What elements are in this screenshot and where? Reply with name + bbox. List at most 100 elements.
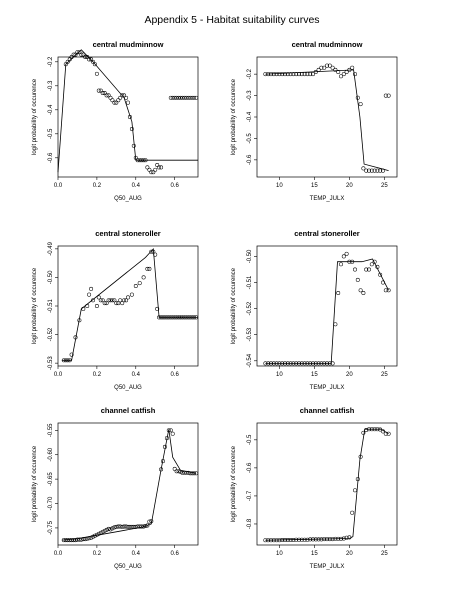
data-point <box>159 165 164 170</box>
data-point <box>91 298 95 303</box>
data-point <box>330 65 335 70</box>
data-point <box>170 95 175 100</box>
data-point <box>283 72 287 77</box>
data-point <box>124 298 129 303</box>
data-point <box>358 288 363 293</box>
data-point <box>149 170 154 175</box>
data-point <box>118 95 123 100</box>
data-point <box>353 267 357 272</box>
data-point <box>339 262 343 267</box>
plot-frame <box>256 422 398 546</box>
data-point <box>372 168 377 173</box>
data-point <box>129 127 134 131</box>
fitted-curve <box>57 49 198 173</box>
data-point <box>83 55 88 59</box>
data-point <box>184 95 189 100</box>
data-point <box>277 72 282 77</box>
page-title: Appendix 5 - Habitat suitability curves <box>144 14 320 26</box>
y-tick-label: -0.3 <box>247 90 253 101</box>
data-point <box>126 100 130 105</box>
data-point <box>192 95 197 100</box>
y-tick-label: -0.75 <box>48 520 54 534</box>
x-tick-label: 0.4 <box>132 183 141 189</box>
data-point <box>124 524 129 529</box>
x-tick-label: 0.2 <box>93 551 102 557</box>
data-point <box>98 298 103 303</box>
fitted-curve <box>265 428 389 541</box>
data-point <box>350 65 355 70</box>
y-axis-label: logit probability of occurence <box>32 267 38 344</box>
data-point <box>94 71 99 76</box>
data-point <box>100 298 105 303</box>
data-point <box>145 266 150 271</box>
y-tick-label: -0.53 <box>247 327 253 341</box>
y-axis-label: logit probability of occurence <box>231 78 237 155</box>
data-point <box>116 524 121 529</box>
data-point <box>172 466 177 471</box>
y-tick-label: -0.5 <box>247 434 253 445</box>
plot-title: channel catfish <box>300 406 355 415</box>
data-point <box>322 65 327 70</box>
data-point <box>112 525 117 530</box>
fitted-curve <box>265 69 389 171</box>
data-point <box>151 170 156 175</box>
data-point <box>308 72 313 77</box>
data-point <box>129 292 134 297</box>
data-point <box>116 301 121 306</box>
y-tick-label: -0.55 <box>48 423 54 437</box>
data-point <box>106 298 111 303</box>
plot-panel-3: central stoneroller 0.0 0.2 0.4 0.6 -0.53 -0.5… <box>32 229 199 391</box>
data-point <box>180 470 185 475</box>
data-point <box>112 298 117 303</box>
y-tick-label: -0.2 <box>247 68 253 79</box>
data-point <box>79 52 84 57</box>
x-tick-label: 0.0 <box>54 551 63 557</box>
data-point <box>102 91 107 95</box>
x-tick-label: 15 <box>311 551 318 557</box>
fitted-curve <box>61 247 198 361</box>
x-tick-label: 0.4 <box>132 372 141 378</box>
x-tick-label: 15 <box>311 183 318 189</box>
data-point <box>65 59 70 64</box>
data-point <box>361 291 366 295</box>
data-point <box>145 523 150 528</box>
data-point <box>104 93 109 98</box>
data-point <box>77 537 82 542</box>
plot-panel-1: central mudminnow 0.0 0.2 0.4 0.6 -0.6 -0.5 -0.… <box>32 40 199 202</box>
data-point <box>375 168 380 173</box>
y-tick-label: -0.60 <box>48 447 54 461</box>
x-tick-label: 0.0 <box>54 372 63 378</box>
x-tick-label: 20 <box>346 551 353 557</box>
data-point <box>100 91 105 95</box>
data-point <box>194 95 199 100</box>
y-tick-label: -0.6 <box>247 462 253 473</box>
data-point <box>153 167 158 172</box>
y-tick-label: -0.54 <box>247 353 253 367</box>
data-point <box>358 102 363 107</box>
y-tick-label: -0.51 <box>247 275 253 289</box>
data-point <box>339 74 343 79</box>
x-axis-label: TEMP_JULX <box>310 196 345 202</box>
data-point <box>285 72 290 77</box>
y-tick-label: -0.52 <box>48 327 54 341</box>
data-point <box>157 165 162 170</box>
y-tick-label: -0.7 <box>247 490 253 501</box>
data-point <box>96 88 101 93</box>
data-point <box>386 431 391 436</box>
y-tick-label: -0.6 <box>247 154 253 165</box>
y-tick-label: -0.5 <box>48 128 54 139</box>
plot-panel-5: channel catfish 0.0 0.2 0.4 0.6 -0.75 -0.70 -0.… <box>32 406 199 570</box>
data-point <box>106 93 111 98</box>
data-point <box>178 95 183 100</box>
data-point <box>73 52 78 57</box>
data-point <box>378 168 383 173</box>
data-point <box>341 254 346 259</box>
plot-panel-6: channel catfish 10 15 20 25 -0.8 -0.7 -0.6 -0.5 T… <box>231 406 398 570</box>
data-point <box>71 538 76 543</box>
y-tick-label: -0.2 <box>48 56 54 67</box>
data-point <box>126 524 130 529</box>
x-axis-label: Q50_AUG <box>114 196 142 202</box>
plot-panel-2: central mudminnow 10 15 20 25 -0.6 -0.5 -0.4 -0.… <box>231 40 398 202</box>
data-point <box>174 95 179 100</box>
